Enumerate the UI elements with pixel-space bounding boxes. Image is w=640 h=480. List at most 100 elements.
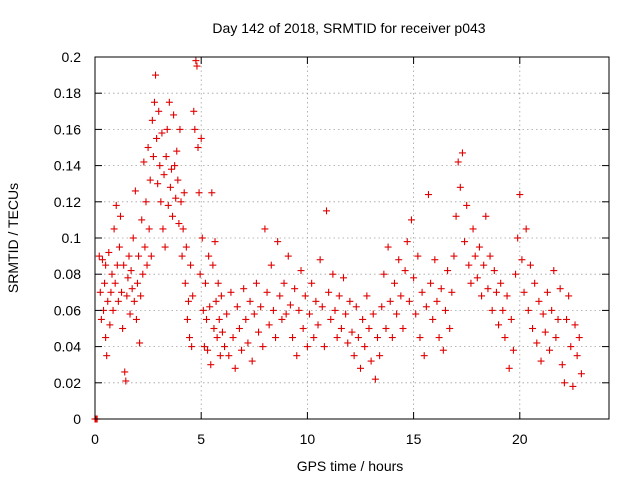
data-point [257,303,265,311]
data-point [478,292,486,300]
data-point [186,334,194,342]
data-point [446,325,454,332]
y-tick-label: 0.04 [54,339,81,355]
data-point [178,252,186,260]
y-tick-label: 0.18 [54,85,81,101]
data-point [115,243,123,251]
data-point [505,364,513,372]
data-point [539,310,547,318]
data-point [215,315,223,323]
data-point [522,225,530,233]
data-point [529,325,537,332]
data-point [558,361,566,369]
data-point [204,346,212,354]
data-point [118,288,126,296]
data-point [218,328,226,336]
y-tick-label: 0.02 [54,375,81,391]
data-point [193,62,201,70]
data-point [399,325,407,332]
data-point [303,343,311,351]
data-point [567,343,575,351]
data-point [518,256,526,264]
data-point [329,270,337,278]
data-point [342,310,350,318]
data-point [348,328,356,336]
data-point [499,306,507,314]
data-point [119,325,127,332]
data-point [509,346,517,354]
data-point [190,107,198,115]
data-point [282,310,290,318]
data-point [140,158,148,166]
data-point [127,267,135,275]
data-point [191,125,199,133]
data-point [201,279,209,287]
data-point [132,315,140,323]
data-point [327,315,335,323]
data-point [337,325,345,332]
data-point [306,310,314,318]
data-point [416,334,424,342]
data-point [180,189,188,197]
data-point [181,279,189,287]
data-point [176,125,184,133]
data-point [138,216,146,224]
data-point [488,306,496,314]
data-point [194,144,202,151]
data-point [469,225,477,233]
data-point [227,288,235,296]
data-point [246,297,254,305]
y-tick-label: 0.2 [62,49,82,65]
data-point [422,303,430,311]
data-point [161,243,169,251]
data-point [159,225,167,233]
data-point [520,288,528,296]
data-point [238,346,246,354]
data-point [148,116,156,124]
data-point [163,125,171,133]
data-point [197,134,205,142]
data-point [274,238,282,246]
data-point [231,364,239,372]
data-point [98,256,106,264]
data-point [465,261,473,269]
data-point [248,357,256,365]
data-point [340,274,348,282]
data-point [105,248,113,256]
data-point [546,346,554,354]
data-point [278,315,286,323]
data-point [486,252,494,260]
data-point [269,306,277,314]
data-point [467,279,475,287]
data-point [333,334,341,342]
data-point [213,334,221,342]
data-point [195,189,203,197]
data-point [122,377,130,385]
data-point [403,238,411,246]
data-point [144,144,152,151]
data-point [265,321,273,329]
data-point [514,234,522,242]
data-point [116,212,124,220]
data-point [229,334,237,342]
data-point [182,243,190,251]
data-point [325,288,333,296]
data-point [352,303,360,311]
data-point [450,252,458,260]
data-point [554,315,562,323]
data-point [101,279,109,287]
y-tick-label: 0.12 [54,194,81,210]
data-point [524,306,532,314]
data-point [209,261,217,269]
data-point [240,285,248,293]
data-point [225,352,233,360]
data-point [401,267,409,275]
data-point [556,285,564,293]
data-point [124,274,132,282]
data-point [552,334,560,342]
data-point [172,194,180,202]
data-point [386,297,394,305]
data-point [359,315,367,323]
data-point [565,292,573,300]
data-point [145,225,153,233]
